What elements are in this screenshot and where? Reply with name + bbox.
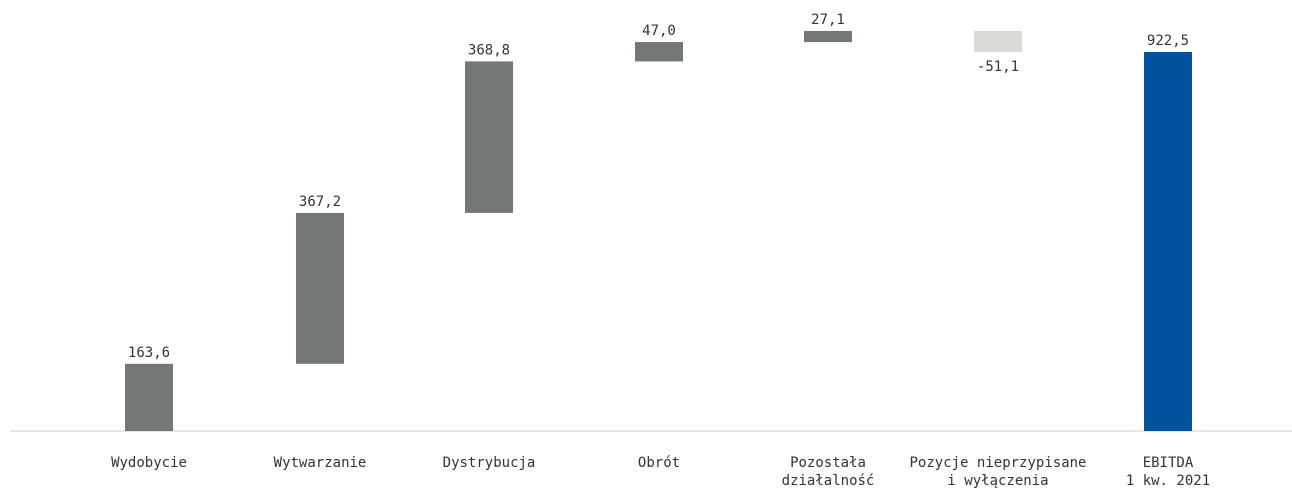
category-label-4-line-0: Pozostała [790,455,866,471]
bar-6 [1144,52,1192,431]
bar-0 [125,363,173,431]
bar-4 [804,30,852,43]
value-label-0: 163,6 [128,345,170,361]
category-label-4-line-1: działalność [782,473,875,488]
category-label-0-line-0: Wydobycie [111,455,187,471]
bar-3 [635,42,683,62]
value-label-3: 47,0 [642,23,676,39]
category-label-1-line-0: Wytwarzanie [274,455,367,471]
value-label-5: -51,1 [977,59,1019,75]
category-label-5-line-1: i wyłączenia [947,473,1048,488]
category-labels-group: Wydobycie Wytwarzanie Dystrybucja Obrót Pozo… [111,455,1210,488]
category-label-5-line-0: Pozycje nieprzypisane [909,455,1086,471]
bar-1 [296,212,344,364]
value-label-1: 367,2 [299,194,341,210]
bar-5 [974,30,1022,52]
value-labels-group: 163,6 367,2 368,8 47,0 27,1 -51,1 922,5 [128,12,1189,361]
bar-2 [465,61,513,213]
value-label-2: 368,8 [468,42,510,58]
value-label-4: 27,1 [811,12,845,28]
category-label-6-line-1: 1 kw. 2021 [1126,473,1210,488]
bars-group [125,30,1192,431]
category-label-6-line-0: EBITDA [1143,455,1194,471]
category-label-3-line-0: Obrót [638,455,680,471]
category-label-2-line-0: Dystrybucja [443,455,536,471]
value-label-6: 922,5 [1147,33,1189,49]
